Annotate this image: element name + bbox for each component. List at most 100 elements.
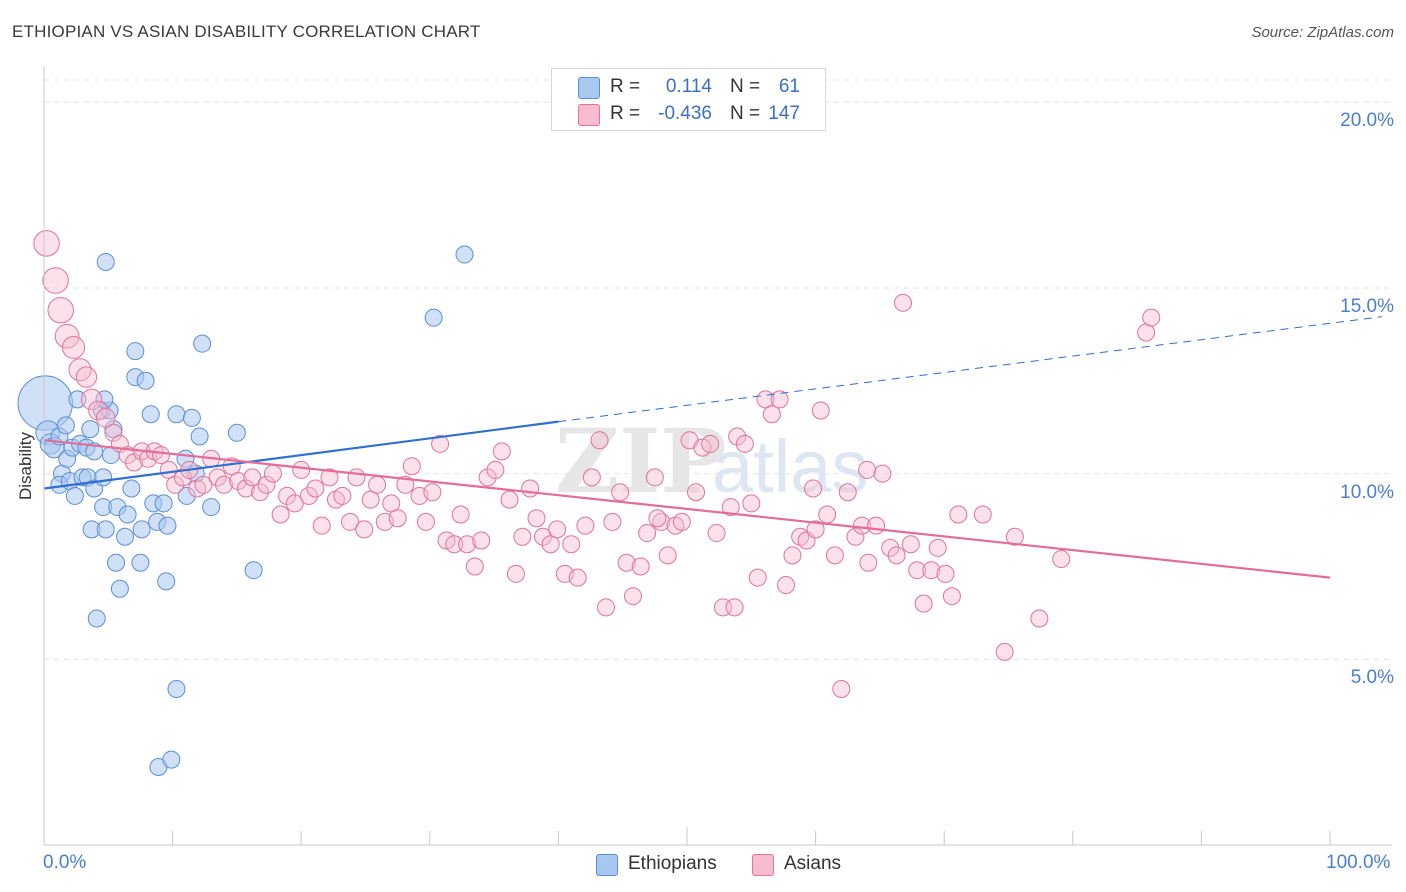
asian-point: [914, 594, 933, 613]
asian-point: [936, 564, 955, 583]
asian-point: [638, 524, 657, 543]
asian-point: [770, 390, 789, 409]
asian-point: [347, 468, 366, 487]
asian-point: [263, 464, 282, 483]
asian-point: [402, 457, 421, 476]
asian-point: [527, 509, 546, 528]
ethiopian-point: [81, 420, 100, 439]
asian-point: [278, 486, 297, 505]
asian-point: [735, 434, 754, 453]
asian-point: [832, 680, 851, 699]
ethiopian-point: [167, 405, 186, 424]
ethiopian-point: [68, 390, 87, 409]
legend-label: Ethiopians: [628, 853, 717, 874]
legend-row-asians: R = -0.436 N = 147: [552, 101, 825, 127]
asian-point: [486, 460, 505, 479]
asian-point: [215, 475, 234, 494]
legend-row-ethiopians: R = 0.114 N = 61: [552, 74, 825, 100]
asian-point: [54, 323, 80, 349]
ethiopian-point: [95, 390, 114, 409]
asian-point: [1052, 550, 1071, 569]
asian-point: [582, 468, 601, 487]
asian-point: [88, 400, 108, 421]
ethiopian-point: [167, 680, 186, 699]
asian-point: [949, 505, 968, 524]
asian-point: [243, 468, 262, 487]
asian-point: [603, 512, 622, 531]
asian-point: [590, 431, 609, 450]
asian-point: [492, 442, 511, 461]
ethiopian-point: [131, 553, 150, 572]
asians-points: [33, 230, 1161, 699]
chart-source: Source: ZipAtlas.com: [1251, 24, 1394, 41]
ethiopian-point: [177, 486, 196, 505]
asian-point: [506, 564, 525, 583]
asian-point: [458, 535, 477, 554]
asian-point: [513, 527, 532, 546]
asian-point: [306, 479, 325, 498]
n-value: 61: [778, 76, 800, 97]
asian-point: [478, 468, 497, 487]
asian-point: [355, 520, 374, 539]
chart-title: ETHIOPIAN VS ASIAN DISABILITY CORRELATIO…: [12, 22, 481, 41]
asian-point: [838, 483, 857, 502]
x-tick-label-max: 100.0%: [1326, 852, 1391, 873]
ethiopians-swatch: [578, 77, 600, 99]
axes: [43, 66, 1392, 846]
asian-point: [645, 468, 664, 487]
n-value: 147: [768, 103, 800, 124]
asian-point: [208, 468, 227, 487]
asian-point: [194, 475, 213, 494]
y-axis-label: Disability: [16, 431, 35, 500]
ethiopian-point: [193, 334, 212, 353]
asian-point: [95, 408, 116, 428]
asian-point: [806, 520, 825, 539]
asian-point: [901, 535, 920, 554]
asian-point: [873, 464, 892, 483]
ethiopian-point: [56, 416, 75, 435]
asian-point: [623, 587, 642, 606]
ethiopian-point: [104, 420, 123, 439]
ethiopian-point: [96, 252, 115, 271]
asian-point: [104, 423, 123, 442]
asian-point: [995, 642, 1014, 661]
asian-point: [728, 427, 747, 446]
asian-point: [75, 366, 98, 388]
asians-trend-line: [43, 439, 1331, 579]
asian-point: [388, 509, 407, 528]
asians-swatch: [752, 854, 774, 876]
asian-point: [672, 512, 691, 531]
asian-point: [320, 468, 339, 487]
ethiopian-point: [107, 553, 126, 572]
ethiopian-point: [244, 561, 263, 580]
asian-point: [285, 494, 304, 513]
ethiopians-trend-extension: [558, 316, 1383, 423]
asian-point: [292, 460, 311, 479]
asian-point: [1142, 308, 1161, 327]
asian-point: [257, 475, 276, 494]
ethiopian-point: [132, 520, 151, 539]
asian-point: [236, 479, 255, 498]
ethiopian-point: [424, 308, 443, 327]
ethiopian-point: [158, 516, 177, 535]
asian-point: [701, 434, 720, 453]
r-value: -0.436: [658, 103, 712, 124]
n-label: N =: [730, 76, 761, 97]
y-tick-label: 20.0%: [1340, 110, 1394, 132]
asian-point: [80, 388, 103, 411]
trend-lines: [43, 316, 1383, 579]
y-tick-label: 15.0%: [1340, 295, 1394, 317]
ethiopian-point: [118, 505, 137, 524]
ethiopians-swatch: [596, 854, 618, 876]
asian-point: [596, 598, 615, 617]
ethiopian-point: [96, 520, 115, 539]
asian-point: [159, 460, 178, 479]
asian-point: [887, 546, 906, 565]
asian-point: [748, 568, 767, 587]
asian-point: [271, 505, 290, 524]
ethiopian-point: [136, 371, 155, 390]
asian-point: [533, 527, 552, 546]
asian-point: [361, 490, 380, 509]
ethiopian-point: [227, 423, 246, 442]
n-label: N =: [730, 103, 761, 124]
